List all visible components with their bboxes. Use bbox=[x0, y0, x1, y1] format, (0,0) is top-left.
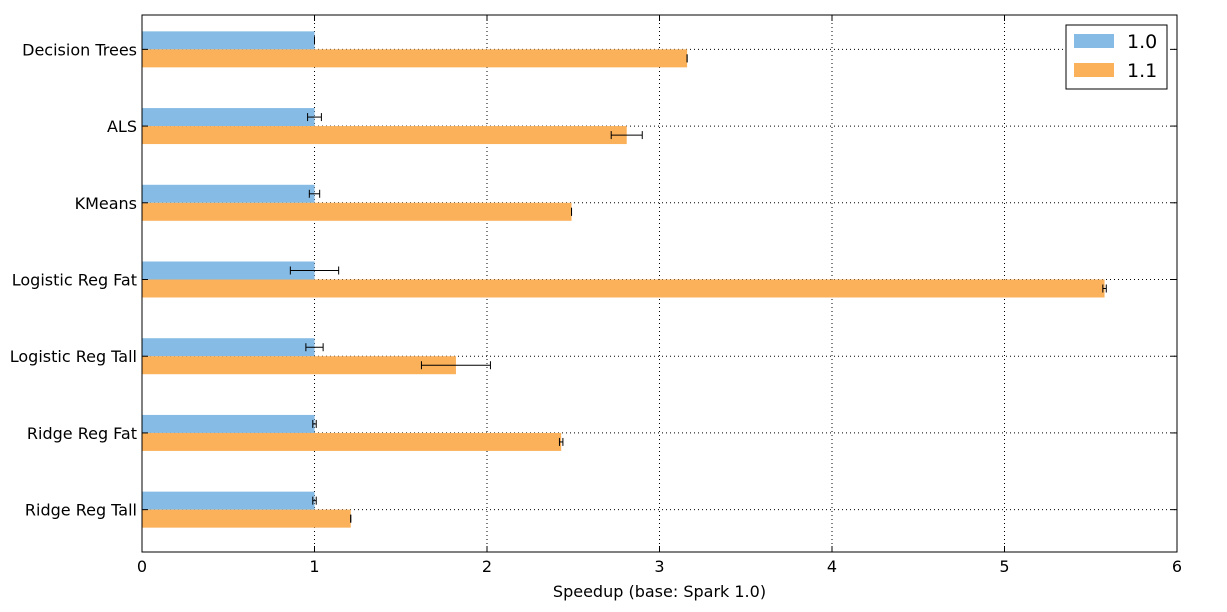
x-tick-label: 0 bbox=[137, 557, 147, 576]
bar-1-0 bbox=[142, 261, 315, 280]
y-tick-label: Logistic Reg Tall bbox=[10, 347, 137, 366]
bar-1-1 bbox=[142, 509, 351, 528]
bar-1-0 bbox=[142, 184, 315, 203]
x-axis-label: Speedup (base: Spark 1.0) bbox=[553, 582, 766, 601]
legend-label: 1.0 bbox=[1127, 31, 1157, 53]
bar-1-1 bbox=[142, 356, 456, 375]
x-tick-label: 1 bbox=[309, 557, 319, 576]
bar-1-1 bbox=[142, 126, 627, 145]
y-tick-label: Decision Trees bbox=[22, 40, 137, 59]
legend-swatch bbox=[1074, 63, 1114, 77]
bar-1-0 bbox=[142, 31, 315, 50]
x-tick-label: 2 bbox=[482, 557, 492, 576]
bar-1-1 bbox=[142, 279, 1105, 298]
y-tick-label: Ridge Reg Tall bbox=[25, 501, 137, 520]
y-tick-label: Ridge Reg Fat bbox=[27, 424, 137, 443]
tick-labels: 0 1 2 3 4 5 6 Decision Trees ALS KMeans Logistic R… bbox=[10, 40, 1182, 576]
x-tick-label: 4 bbox=[827, 557, 837, 576]
x-tick-label: 3 bbox=[654, 557, 664, 576]
bar-1-0 bbox=[142, 338, 315, 357]
x-tick-label: 5 bbox=[999, 557, 1009, 576]
bar-1-1 bbox=[142, 432, 562, 451]
bars bbox=[142, 31, 1105, 528]
y-tick-label: ALS bbox=[107, 117, 137, 136]
y-tick-label: Logistic Reg Fat bbox=[12, 271, 137, 290]
bar-1-1 bbox=[142, 49, 688, 68]
axis-ticks bbox=[141, 15, 1178, 552]
legend-swatch bbox=[1074, 34, 1114, 48]
legend: 1.01.1 bbox=[1065, 24, 1168, 90]
bar-1-0 bbox=[142, 414, 315, 433]
error-bars bbox=[289, 36, 1107, 523]
y-tick-label: KMeans bbox=[75, 194, 137, 213]
x-tick-label: 6 bbox=[1172, 557, 1182, 576]
bar-1-0 bbox=[142, 491, 315, 510]
bar-1-0 bbox=[142, 108, 315, 127]
bar-1-1 bbox=[142, 202, 572, 221]
legend-label: 1.1 bbox=[1127, 60, 1157, 82]
